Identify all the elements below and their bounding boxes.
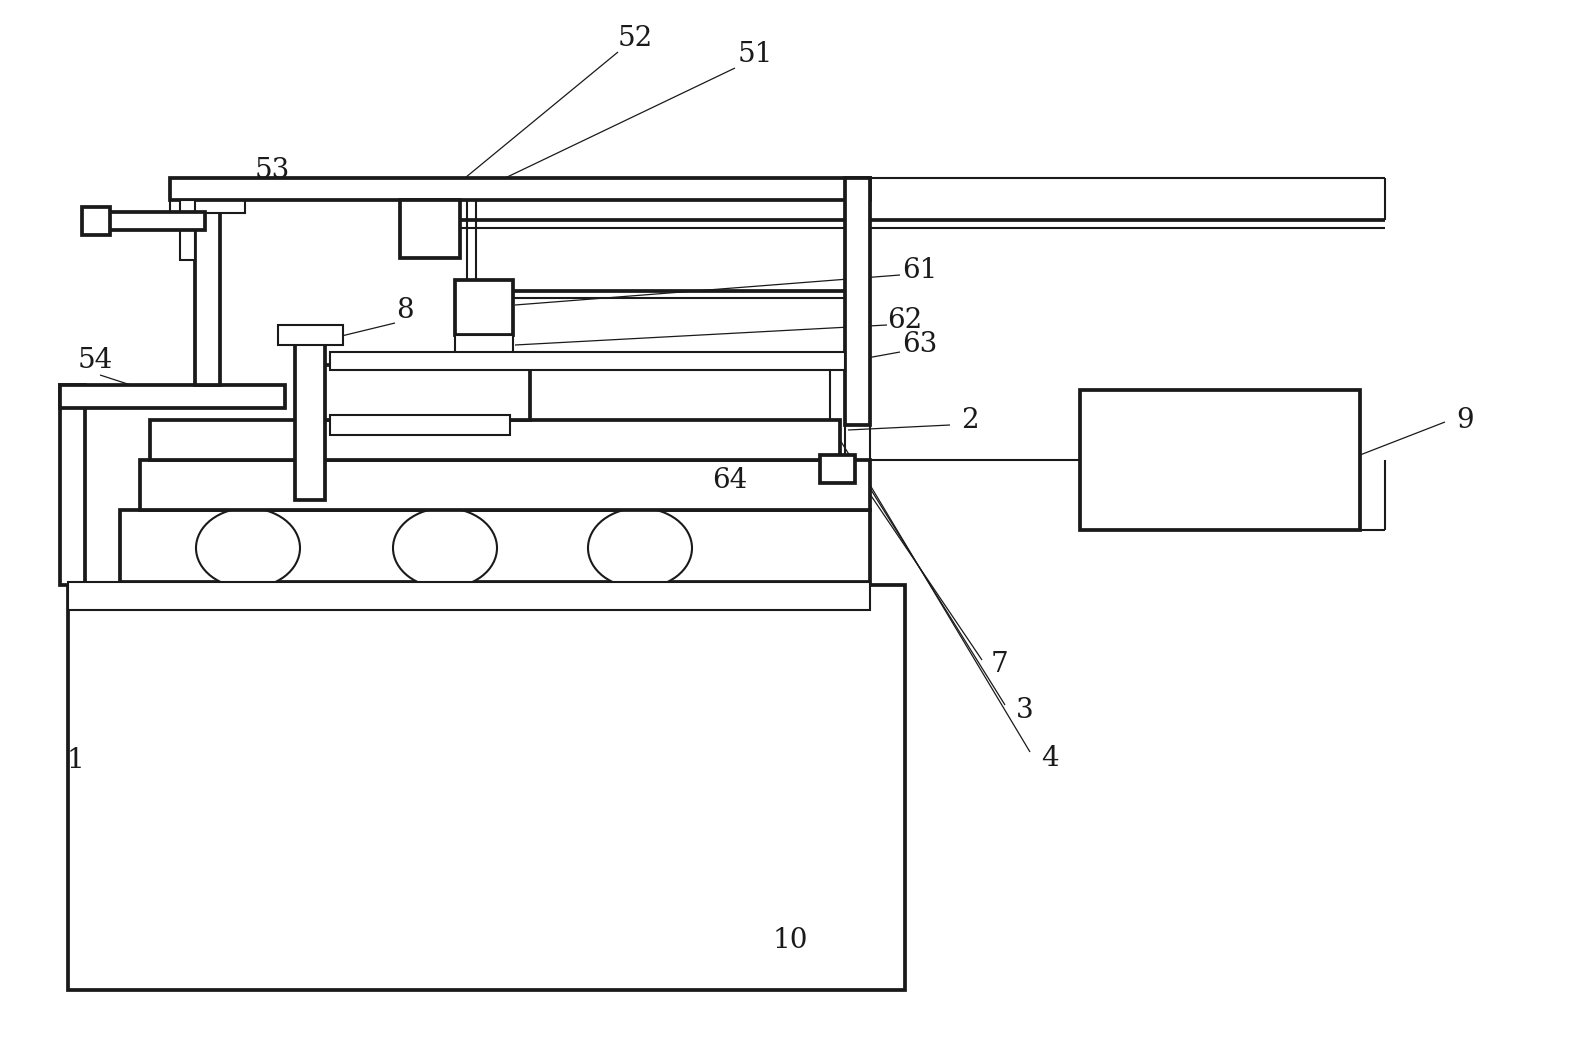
Bar <box>82 207 111 235</box>
Bar <box>330 415 510 435</box>
Text: 64: 64 <box>712 466 747 494</box>
Text: 8: 8 <box>396 296 414 324</box>
Bar <box>60 385 85 586</box>
Bar <box>85 212 205 230</box>
Bar <box>120 510 870 582</box>
Text: 63: 63 <box>902 331 938 359</box>
Text: 1: 1 <box>66 747 84 773</box>
Bar <box>330 352 845 370</box>
Bar <box>1080 390 1360 530</box>
Bar <box>309 365 531 420</box>
Text: 4: 4 <box>1041 745 1060 771</box>
Bar <box>68 586 905 990</box>
Text: 61: 61 <box>902 256 938 284</box>
Bar <box>180 200 194 260</box>
Text: 9: 9 <box>1456 406 1473 434</box>
Text: 62: 62 <box>887 307 922 333</box>
Bar <box>171 195 245 213</box>
Text: 53: 53 <box>254 156 289 184</box>
Bar <box>60 385 284 408</box>
Bar <box>194 200 219 385</box>
Bar <box>68 582 870 610</box>
Bar <box>141 460 870 510</box>
Bar <box>295 330 325 500</box>
Ellipse shape <box>393 509 497 588</box>
Bar <box>820 455 854 483</box>
Ellipse shape <box>587 509 692 588</box>
Bar <box>845 178 870 425</box>
Bar <box>455 335 513 363</box>
Ellipse shape <box>196 509 300 588</box>
Bar <box>278 325 343 345</box>
Text: 7: 7 <box>992 652 1009 678</box>
Text: 2: 2 <box>962 406 979 434</box>
Text: 54: 54 <box>77 346 112 373</box>
Bar <box>455 280 513 335</box>
Bar <box>171 178 870 200</box>
Text: 52: 52 <box>617 24 652 52</box>
Text: 51: 51 <box>737 41 772 69</box>
Text: 10: 10 <box>772 926 808 954</box>
Bar <box>399 200 459 258</box>
Text: 3: 3 <box>1017 696 1034 724</box>
Bar <box>150 420 840 460</box>
